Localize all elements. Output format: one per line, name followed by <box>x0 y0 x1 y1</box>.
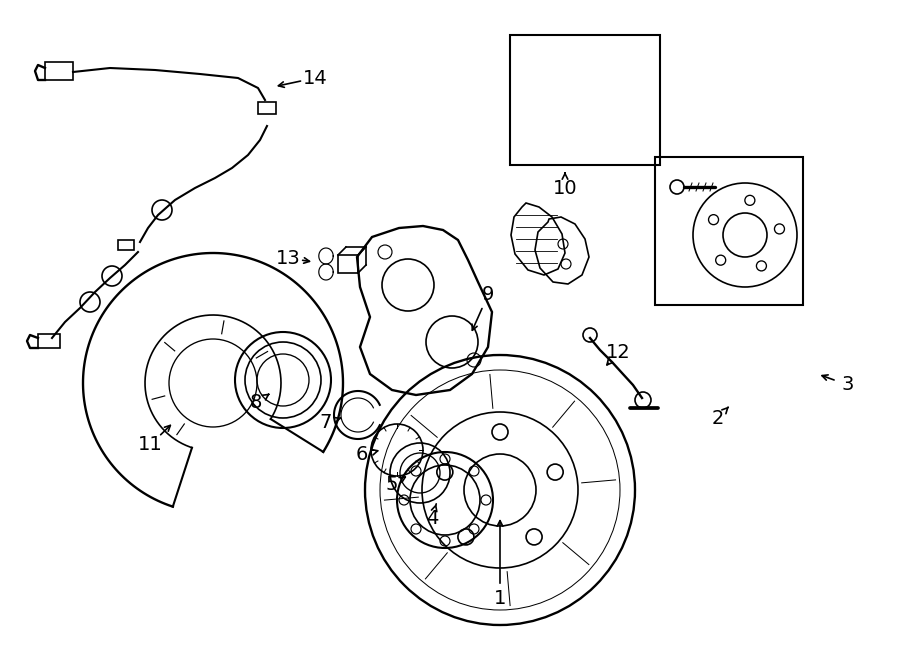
Text: 5: 5 <box>386 475 398 494</box>
Text: 14: 14 <box>302 69 328 87</box>
Text: 8: 8 <box>250 393 262 412</box>
Bar <box>655 157 803 305</box>
Bar <box>45 62 73 80</box>
Bar <box>338 255 358 273</box>
Text: 1: 1 <box>494 588 506 607</box>
Text: 9: 9 <box>482 286 494 305</box>
Bar <box>510 35 660 165</box>
Text: 12: 12 <box>606 342 630 362</box>
Bar <box>118 240 134 250</box>
Text: 3: 3 <box>842 375 854 395</box>
Text: 10: 10 <box>553 178 577 198</box>
Text: 2: 2 <box>712 408 724 428</box>
Text: 13: 13 <box>275 249 301 268</box>
Text: 6: 6 <box>356 446 368 465</box>
Text: 7: 7 <box>320 414 332 432</box>
Text: 4: 4 <box>426 508 438 527</box>
Text: 11: 11 <box>138 436 162 455</box>
Bar <box>258 102 276 114</box>
Bar <box>38 334 60 348</box>
